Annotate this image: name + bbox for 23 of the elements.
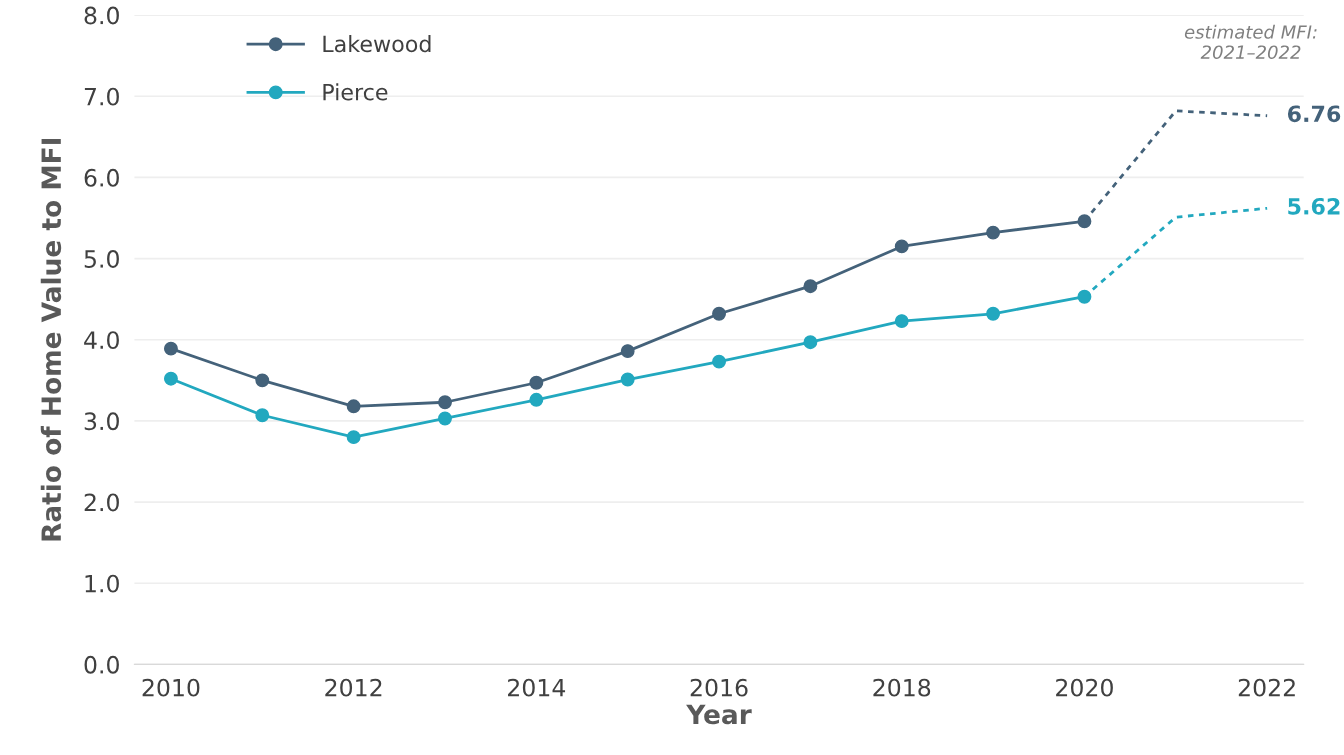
x-tick-label: 2022 [1238, 678, 1295, 697]
annotation: estimated MFI: 2021–2022 [1184, 24, 1317, 60]
y-tick-label: 4.0 [84, 331, 119, 350]
y-tick-label: 1.0 [85, 574, 119, 593]
y-tick-label: 3.0 [84, 412, 119, 431]
y-tick-label: 7.0 [84, 87, 119, 106]
y-tick-label: 5.0 [84, 250, 119, 268]
y-tick-label: 6.0 [84, 168, 119, 187]
x-tick-label: 2014 [508, 678, 566, 697]
x-axis-title: Year [686, 704, 752, 725]
annotation: 5.62 [1288, 197, 1340, 215]
legend-label: Pierce [323, 83, 388, 101]
y-axis-title: Ratio of Home Value to MFI [40, 138, 62, 541]
annotation: 6.76 [1287, 105, 1341, 123]
x-tick-label: 2010 [142, 678, 200, 697]
legend-label: Lakewood [323, 35, 431, 53]
x-tick-label: 2016 [690, 678, 748, 697]
x-tick-label: 2018 [873, 678, 931, 697]
y-tick-label: 0.0 [84, 655, 119, 674]
x-tick-label: 2012 [325, 678, 382, 697]
x-tick-label: 2020 [1056, 678, 1113, 697]
y-tick-label: 8.0 [84, 6, 119, 25]
y-tick-label: 2.0 [84, 493, 119, 512]
